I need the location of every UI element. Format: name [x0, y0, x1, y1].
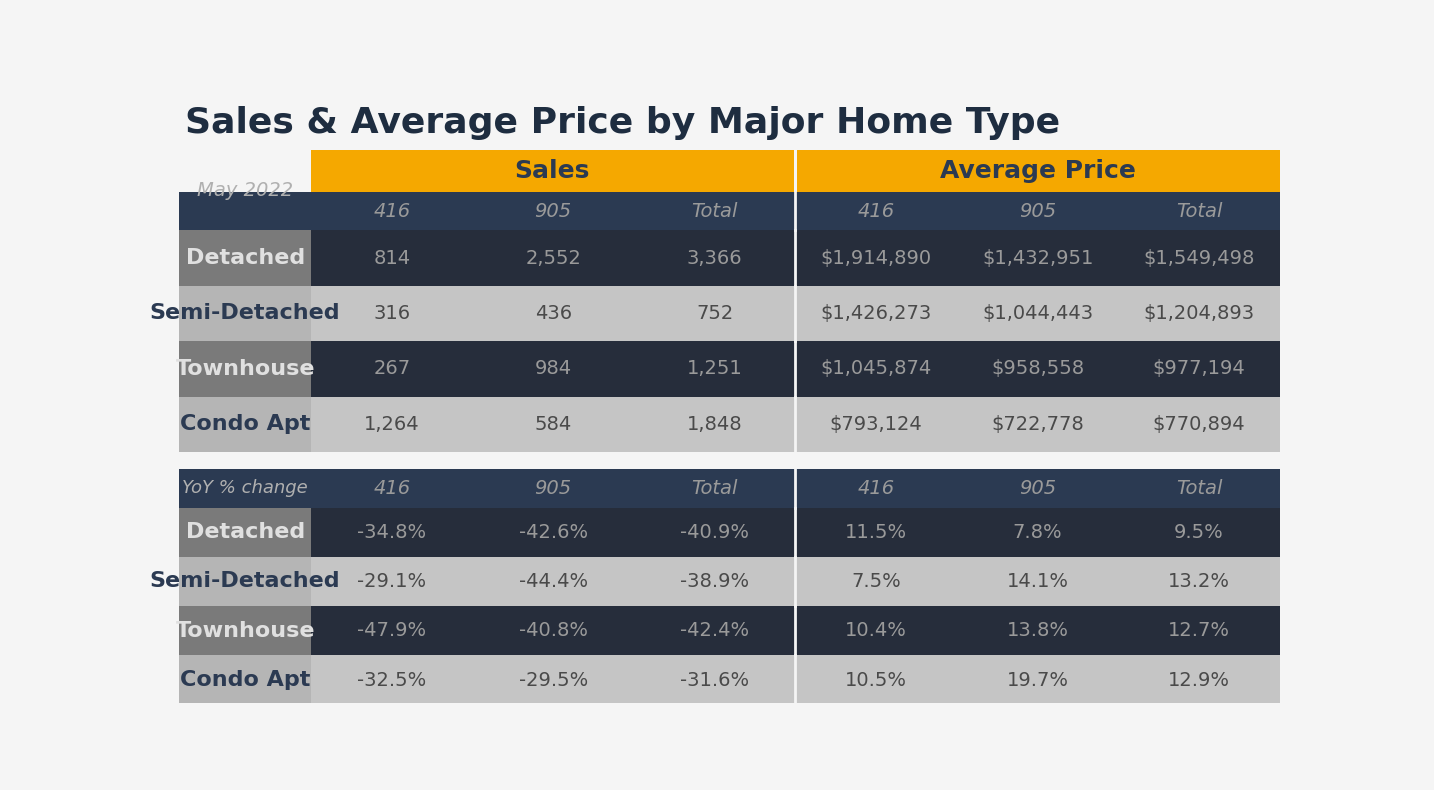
Bar: [179, 606, 311, 656]
Text: -47.9%: -47.9%: [357, 621, 426, 640]
Text: Semi-Detached: Semi-Detached: [149, 571, 340, 592]
Text: 13.8%: 13.8%: [1007, 621, 1068, 640]
Text: 7.5%: 7.5%: [852, 572, 901, 591]
Bar: [311, 192, 1279, 231]
Text: -29.1%: -29.1%: [357, 572, 426, 591]
Text: $1,549,498: $1,549,498: [1143, 249, 1255, 268]
Bar: [179, 192, 311, 231]
Bar: [311, 231, 1279, 286]
Text: 12.7%: 12.7%: [1169, 621, 1230, 640]
Bar: [179, 341, 311, 397]
Text: Average Price: Average Price: [941, 159, 1136, 183]
Bar: [179, 452, 1279, 469]
Text: 416: 416: [858, 479, 895, 498]
Text: -31.6%: -31.6%: [680, 671, 749, 690]
Text: Semi-Detached: Semi-Detached: [149, 303, 340, 323]
Text: 416: 416: [373, 201, 410, 220]
Text: -29.5%: -29.5%: [519, 671, 588, 690]
Text: Total: Total: [1176, 479, 1222, 498]
Text: -38.9%: -38.9%: [680, 572, 749, 591]
Text: $722,778: $722,778: [991, 415, 1084, 434]
Text: 3,366: 3,366: [687, 249, 743, 268]
Text: 905: 905: [535, 201, 572, 220]
Text: -40.9%: -40.9%: [680, 523, 749, 542]
Text: 905: 905: [1020, 201, 1055, 220]
Text: 7.8%: 7.8%: [1012, 523, 1063, 542]
Text: 416: 416: [858, 201, 895, 220]
Bar: [179, 507, 311, 557]
Text: 905: 905: [1020, 479, 1055, 498]
Text: 1,264: 1,264: [364, 415, 420, 434]
Text: 19.7%: 19.7%: [1007, 671, 1068, 690]
Text: 267: 267: [373, 359, 410, 378]
Text: 1,251: 1,251: [687, 359, 743, 378]
Text: $793,124: $793,124: [830, 415, 922, 434]
Bar: [311, 150, 794, 192]
Text: 584: 584: [535, 415, 572, 434]
Text: 12.9%: 12.9%: [1169, 671, 1230, 690]
Text: Detached: Detached: [185, 522, 305, 542]
Text: 10.4%: 10.4%: [845, 621, 908, 640]
Bar: [797, 150, 1279, 192]
Bar: [311, 397, 1279, 452]
Text: 9.5%: 9.5%: [1174, 523, 1223, 542]
Text: $770,894: $770,894: [1153, 415, 1245, 434]
Bar: [179, 656, 311, 705]
Text: $977,194: $977,194: [1153, 359, 1245, 378]
Bar: [311, 557, 1279, 606]
Bar: [179, 469, 311, 507]
Bar: [179, 286, 311, 341]
Text: Condo Apt: Condo Apt: [179, 415, 310, 434]
Text: $1,045,874: $1,045,874: [820, 359, 932, 378]
Text: $1,044,443: $1,044,443: [982, 304, 1093, 323]
Bar: [311, 606, 1279, 656]
Text: Detached: Detached: [185, 248, 305, 268]
Text: Sales: Sales: [515, 159, 591, 183]
Text: 416: 416: [373, 479, 410, 498]
Text: Condo Apt: Condo Apt: [179, 670, 310, 690]
Bar: [311, 656, 1279, 705]
Text: 905: 905: [535, 479, 572, 498]
Text: 13.2%: 13.2%: [1169, 572, 1230, 591]
Text: $1,432,951: $1,432,951: [982, 249, 1093, 268]
Text: -42.6%: -42.6%: [519, 523, 588, 542]
Text: Total: Total: [691, 201, 739, 220]
Bar: [311, 341, 1279, 397]
Text: 984: 984: [535, 359, 572, 378]
Bar: [179, 397, 311, 452]
Text: -44.4%: -44.4%: [519, 572, 588, 591]
Bar: [311, 469, 1279, 507]
Text: 436: 436: [535, 304, 572, 323]
Bar: [311, 286, 1279, 341]
Text: YoY % change: YoY % change: [182, 480, 308, 497]
Text: -42.4%: -42.4%: [680, 621, 749, 640]
Text: Total: Total: [1176, 201, 1222, 220]
Text: -34.8%: -34.8%: [357, 523, 426, 542]
Text: 1,848: 1,848: [687, 415, 743, 434]
Text: -32.5%: -32.5%: [357, 671, 426, 690]
Text: 14.1%: 14.1%: [1007, 572, 1068, 591]
Text: 11.5%: 11.5%: [845, 523, 908, 542]
Text: $1,204,893: $1,204,893: [1143, 304, 1255, 323]
Bar: [311, 507, 1279, 557]
Text: 752: 752: [695, 304, 733, 323]
Text: May 2022: May 2022: [196, 181, 293, 200]
Bar: [179, 231, 311, 286]
Text: 10.5%: 10.5%: [845, 671, 908, 690]
Text: Total: Total: [691, 479, 739, 498]
Bar: [179, 557, 311, 606]
Text: $1,426,273: $1,426,273: [820, 304, 932, 323]
Text: Townhouse: Townhouse: [175, 359, 315, 379]
Text: -40.8%: -40.8%: [519, 621, 588, 640]
Text: 316: 316: [373, 304, 410, 323]
Text: Sales & Average Price by Major Home Type: Sales & Average Price by Major Home Type: [185, 106, 1061, 140]
Text: $1,914,890: $1,914,890: [820, 249, 932, 268]
Text: $958,558: $958,558: [991, 359, 1084, 378]
Text: 814: 814: [373, 249, 410, 268]
Text: Townhouse: Townhouse: [175, 621, 315, 641]
Text: 2,552: 2,552: [525, 249, 581, 268]
